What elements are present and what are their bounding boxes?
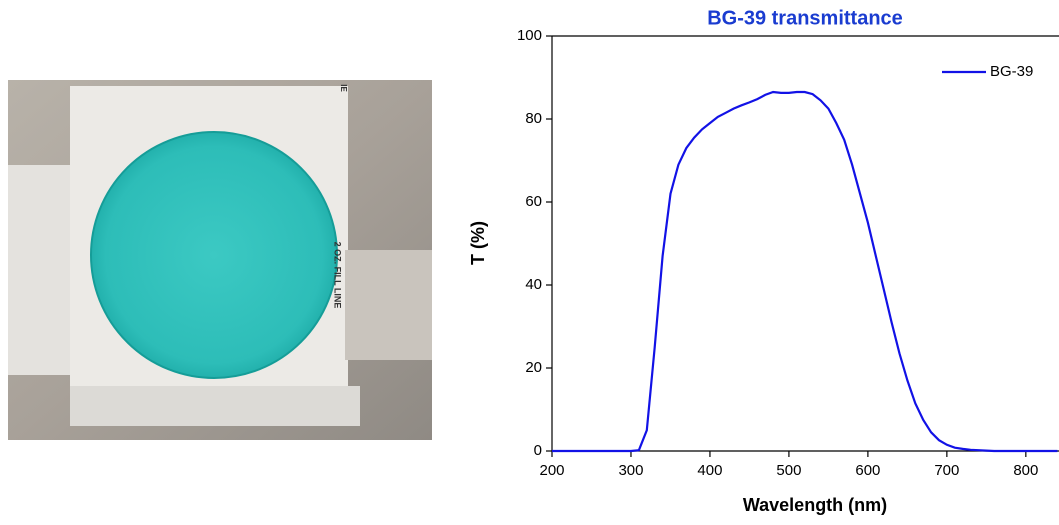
y-tick-label: 100	[517, 27, 542, 44]
y-axis-label: T (%)	[468, 221, 488, 265]
x-tick-label: 600	[855, 462, 880, 479]
y-tick-label: 40	[525, 276, 542, 293]
filter-disc	[90, 131, 338, 379]
x-tick-label: 400	[697, 462, 722, 479]
chart: BG-39 transmittance Wavelength (nm) T (%…	[468, 7, 1059, 515]
y-tick-label: 20	[525, 359, 542, 376]
x-axis-label: Wavelength (nm)	[743, 495, 887, 515]
photo-label: IE	[339, 84, 348, 92]
y-tick-label: 60	[525, 193, 542, 210]
legend-label: BG-39	[990, 63, 1033, 80]
y-tick-label: 80	[525, 110, 542, 127]
photo: 2 OZ. FILL LINE IE	[8, 80, 432, 440]
paper-bottom	[70, 386, 360, 426]
data-line	[552, 90, 1058, 453]
x-tick-label: 700	[934, 462, 959, 479]
x-tick-label: 300	[618, 462, 643, 479]
chart-title: BG-39 transmittance	[707, 7, 903, 29]
y-tick-label: 0	[534, 442, 542, 459]
plastic-highlight	[345, 250, 432, 360]
x-tick-label: 800	[1013, 462, 1038, 479]
photo-label: 2 OZ. FILL LINE	[333, 242, 343, 309]
x-tick-label: 200	[539, 462, 564, 479]
x-tick-label: 500	[776, 462, 801, 479]
